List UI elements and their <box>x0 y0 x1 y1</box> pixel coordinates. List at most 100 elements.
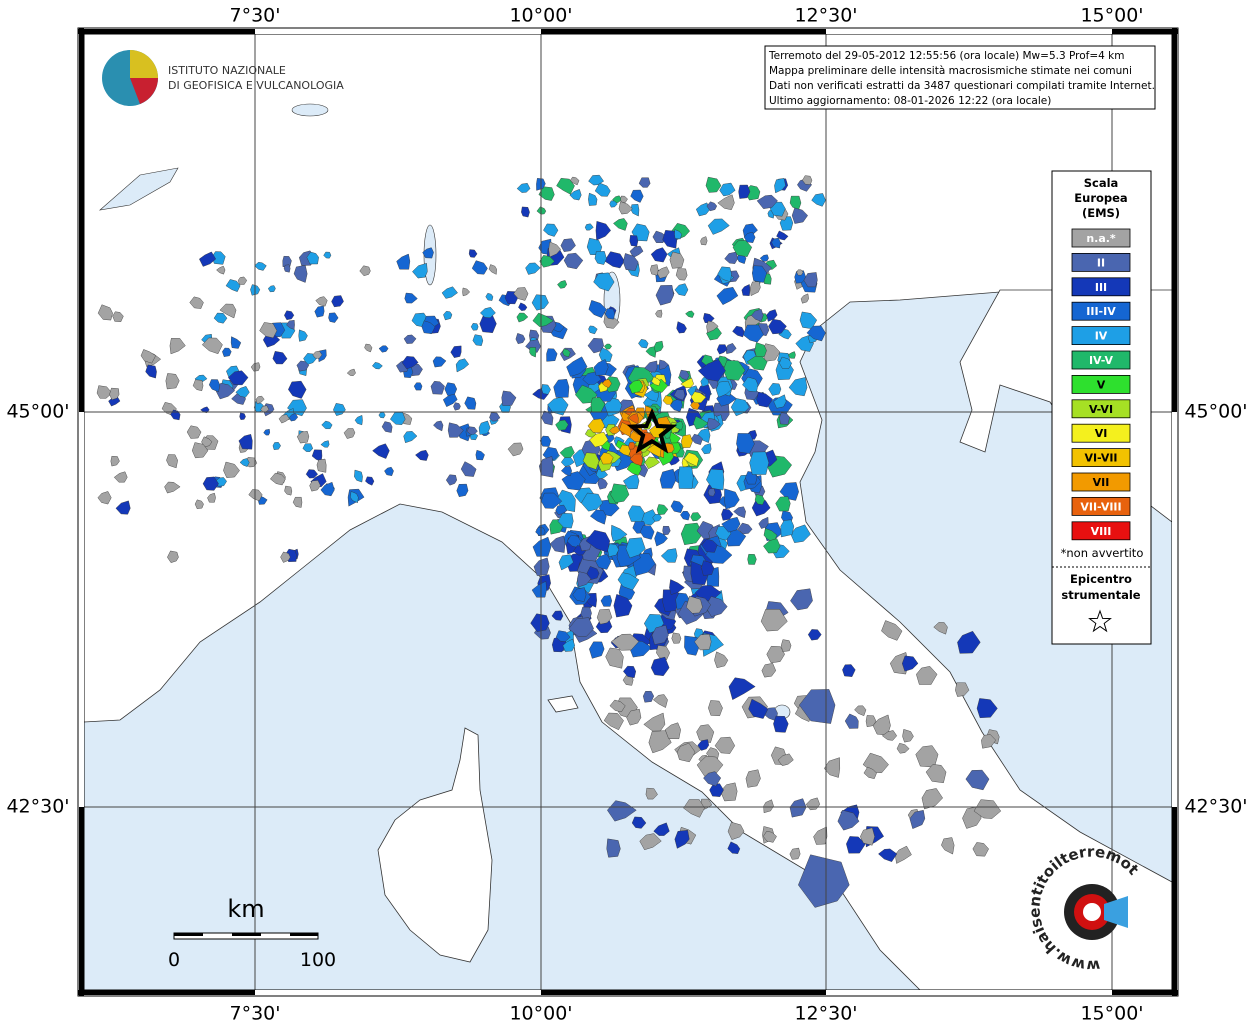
municipality-area <box>320 481 335 497</box>
municipality-area <box>470 323 479 331</box>
municipality-area <box>609 200 618 208</box>
frame-band <box>541 990 826 995</box>
municipality-area <box>623 665 637 679</box>
scale-segment <box>290 933 318 936</box>
municipality-area <box>331 295 344 308</box>
municipality-area <box>602 378 612 389</box>
municipality-area <box>779 482 799 501</box>
municipality-area <box>604 308 616 320</box>
municipality-area <box>609 425 621 434</box>
municipality-area <box>557 512 574 529</box>
municipality-area <box>562 638 576 652</box>
municipality-area <box>145 364 157 379</box>
municipality-area <box>976 698 998 719</box>
municipality-area <box>650 247 668 263</box>
municipality-area <box>811 193 826 207</box>
municipality-area <box>548 241 561 258</box>
municipality-area <box>639 525 655 540</box>
municipality-area <box>412 262 428 279</box>
legend-label: IV <box>1095 330 1108 343</box>
municipality-area <box>270 472 286 486</box>
municipality-area <box>303 353 317 365</box>
municipality-area <box>113 471 128 483</box>
municipality-area <box>638 177 651 188</box>
municipality-area <box>651 376 661 386</box>
municipality-area <box>584 223 594 231</box>
municipality-area <box>714 651 729 669</box>
logo-segment <box>130 78 158 104</box>
municipality-area <box>680 522 703 546</box>
municipality-area <box>555 630 571 642</box>
municipality-area <box>617 572 640 591</box>
municipality-area <box>309 480 321 492</box>
frame-band <box>255 29 541 34</box>
municipality-area <box>191 442 209 459</box>
municipality-area <box>596 608 613 625</box>
municipality-area <box>546 348 558 362</box>
municipality-area <box>696 724 715 743</box>
municipality-area <box>846 836 866 854</box>
municipality-area <box>585 529 611 553</box>
municipality-area <box>652 694 668 708</box>
municipality-area <box>542 446 559 462</box>
legend-label: V <box>1097 378 1106 391</box>
municipality-area <box>768 318 787 335</box>
municipality-area <box>239 412 246 420</box>
municipality-area <box>235 386 250 398</box>
municipality-area <box>780 639 792 652</box>
municipality-area <box>645 787 658 800</box>
info-line: Dati non verificati estratti da 3487 que… <box>769 80 1155 92</box>
municipality-area <box>586 566 600 581</box>
frame-band <box>1172 807 1177 996</box>
municipality-area <box>697 739 710 751</box>
legend-label: VI <box>1095 427 1108 440</box>
municipality-area <box>656 504 669 516</box>
municipality-area <box>284 485 293 496</box>
municipality-area <box>588 300 607 318</box>
legend-epicenter: strumentale <box>1061 588 1140 602</box>
municipality-area <box>714 736 736 754</box>
legend-swatch <box>1071 350 1131 370</box>
municipality-area <box>606 838 621 858</box>
municipality-area <box>751 499 771 517</box>
info-line: Ultimo aggiornamento: 08-01-2026 12:22 (… <box>769 95 1051 107</box>
municipality-area <box>430 380 445 395</box>
longitude-label: 10°00' <box>509 5 572 27</box>
latitude-label: 45°00' <box>6 401 69 423</box>
municipality-area <box>901 655 919 672</box>
municipality-area <box>333 403 346 416</box>
longitude-label: 15°00' <box>1080 5 1143 27</box>
legend-label: III-IV <box>1086 305 1116 318</box>
municipality-area <box>422 247 434 259</box>
municipality-area <box>413 382 423 391</box>
longitude-label: 10°00' <box>509 1003 572 1024</box>
municipality-area <box>806 325 826 342</box>
municipality-area <box>677 466 694 489</box>
municipality-area <box>842 664 856 677</box>
municipality-area <box>593 359 609 376</box>
municipality-area <box>763 538 781 554</box>
municipality-area <box>112 311 124 322</box>
municipality-area <box>707 487 716 497</box>
municipality-area <box>532 536 552 557</box>
municipality-area <box>538 456 554 478</box>
elba <box>547 695 579 713</box>
municipality-area <box>733 506 746 519</box>
municipality-area <box>372 443 390 459</box>
municipality-area <box>488 264 497 275</box>
municipality-area <box>202 476 219 491</box>
municipality-area <box>97 304 113 321</box>
municipality-area <box>189 296 204 309</box>
municipality-area <box>532 312 554 327</box>
municipality-area <box>604 343 612 350</box>
municipality-area <box>354 415 363 426</box>
municipality-area <box>582 452 600 470</box>
latitude-label: 42°30' <box>6 796 69 818</box>
legend-star <box>1088 609 1112 633</box>
frame-band <box>826 990 1112 995</box>
municipality-area <box>925 764 947 784</box>
municipality-area <box>312 350 323 359</box>
municipality-area <box>589 509 607 525</box>
site-logo-speaker <box>1104 896 1128 928</box>
municipality-area <box>456 483 469 498</box>
